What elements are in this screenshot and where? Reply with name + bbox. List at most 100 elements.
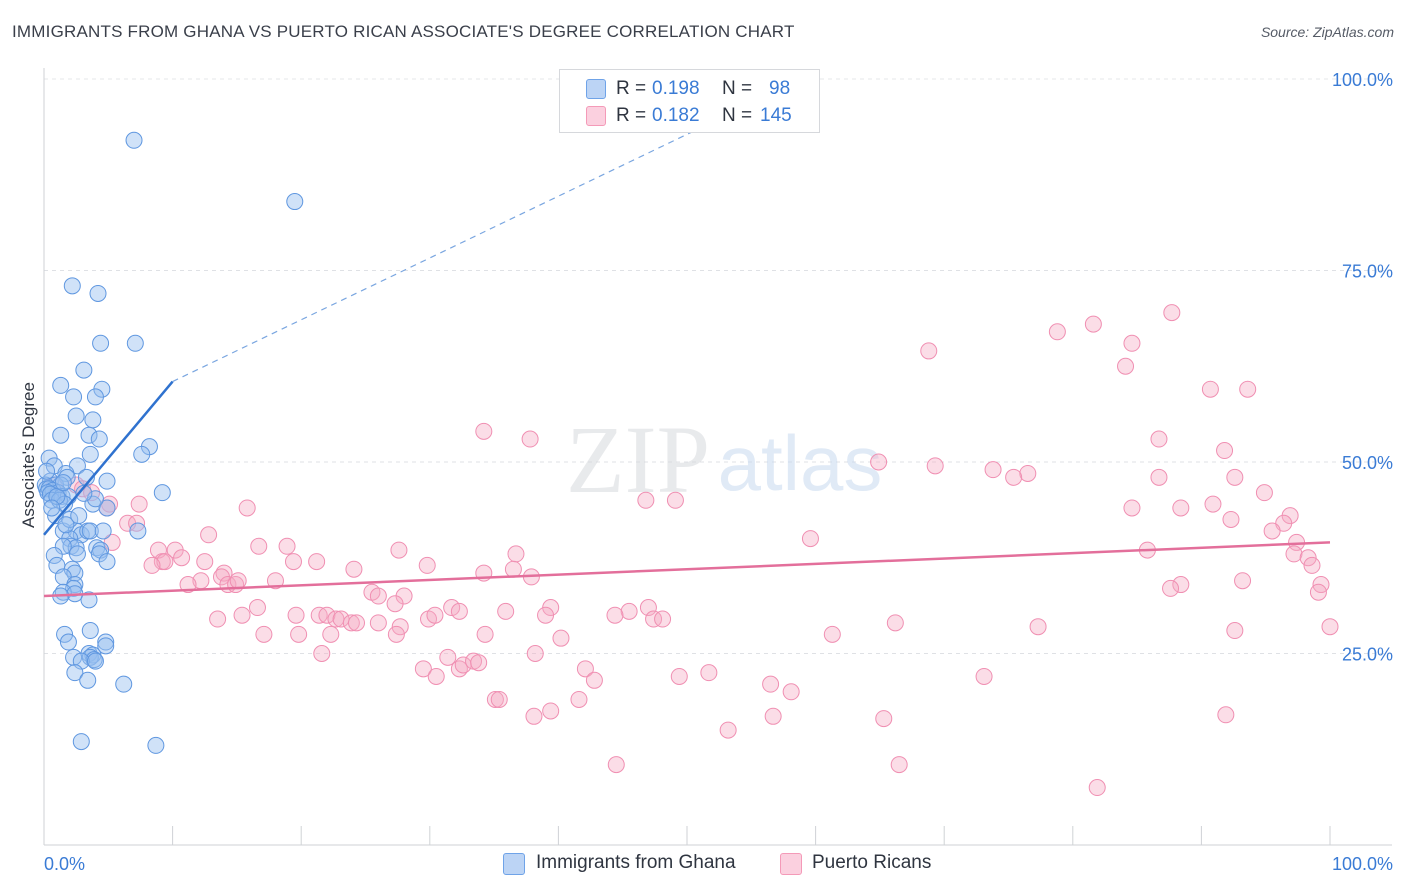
data-point-ghana [86, 652, 104, 670]
correlation-legend: R = 0.198 N = 98 R = 0.182 N = 145 [559, 69, 820, 133]
data-point-puerto-ricans [1150, 468, 1168, 486]
source-label: Source: ZipAtlas.com [1260, 24, 1394, 40]
data-point-ghana [65, 648, 83, 666]
data-point-puerto-ricans [1088, 779, 1106, 797]
bottom-legend-label-ghana: Immigrants from Ghana [536, 852, 736, 873]
data-point-ghana [89, 284, 107, 302]
data-point-puerto-ricans [1255, 484, 1273, 502]
data-point-ghana [52, 426, 70, 444]
data-point-puerto-ricans [1299, 549, 1317, 567]
data-point-ghana [147, 736, 165, 754]
data-point-puerto-ricans [1019, 464, 1037, 482]
data-point-ghana [65, 388, 83, 406]
legend-row-puerto-ricans: R = 0.182 N = 145 [560, 102, 819, 129]
legend-swatch-ghana [586, 79, 606, 99]
data-point-puerto-ricans [200, 526, 218, 544]
data-point-puerto-ricans [1123, 334, 1141, 352]
data-point-ghana [79, 671, 97, 689]
data-point-puerto-ricans [369, 587, 387, 605]
data-point-puerto-ricans [782, 683, 800, 701]
data-point-puerto-ricans [926, 457, 944, 475]
data-point-puerto-ricans [700, 664, 718, 682]
data-point-puerto-ricans [1172, 576, 1190, 594]
data-point-puerto-ricans [287, 606, 305, 624]
data-point-puerto-ricans [196, 553, 214, 571]
data-point-puerto-ricans [1226, 468, 1244, 486]
data-point-ghana [98, 553, 116, 571]
data-point-puerto-ricans [1263, 522, 1281, 540]
data-point-puerto-ricans [1162, 579, 1180, 597]
series-puerto-ricans [45, 304, 1339, 797]
x-tick-label-min: 0.0% [44, 854, 85, 874]
data-point-puerto-ricans [576, 660, 594, 678]
data-point-ghana [75, 361, 93, 379]
data-point-ghana [86, 388, 104, 406]
data-point-puerto-ricans [1222, 510, 1240, 528]
axes [43, 68, 1392, 846]
legend-r-value-puerto-ricans: 0.182 [652, 105, 700, 126]
bottom-legend-label-puerto-ricans: Puerto Ricans [812, 852, 932, 873]
chart-title: IMMIGRANTS FROM GHANA VS PUERTO RICAN AS… [12, 22, 795, 41]
data-point-puerto-ricans [322, 625, 340, 643]
legend-r-value-ghana: 0.198 [652, 78, 700, 99]
data-point-puerto-ricans [369, 614, 387, 632]
data-point-ghana [286, 193, 304, 211]
y-tick-label: 75.0% [1342, 262, 1393, 282]
data-point-puerto-ricans [1321, 618, 1339, 636]
data-point-puerto-ricans [1216, 442, 1234, 460]
data-point-ghana [81, 522, 99, 540]
data-point-puerto-ricans [1201, 380, 1219, 398]
data-point-ghana [97, 633, 115, 651]
data-point-puerto-ricans [209, 610, 227, 628]
y-tick-label: 25.0% [1342, 645, 1393, 665]
data-point-puerto-ricans [173, 549, 191, 567]
data-point-puerto-ricans [1234, 572, 1252, 590]
data-point-ghana [129, 522, 147, 540]
tick-labels: 25.0% 50.0% 75.0% 100.0% 0.0% 100.0% [44, 70, 1393, 874]
data-point-ghana [67, 539, 85, 557]
data-point-puerto-ricans [390, 541, 408, 559]
data-point-puerto-ricans [1204, 495, 1222, 513]
data-point-puerto-ricans [606, 606, 624, 624]
data-point-puerto-ricans [975, 667, 993, 685]
data-point-ghana [38, 462, 56, 480]
data-point-puerto-ricans [645, 610, 663, 628]
data-point-puerto-ricans [504, 560, 522, 578]
legend-row-ghana: R = 0.198 N = 98 [560, 75, 819, 102]
data-point-puerto-ricans [507, 545, 525, 563]
data-point-ghana [56, 625, 74, 643]
data-point-ghana [94, 522, 112, 540]
data-point-puerto-ricans [670, 667, 688, 685]
data-point-puerto-ricans [443, 599, 461, 617]
data-point-puerto-ricans [764, 707, 782, 725]
data-point-puerto-ricans [1005, 468, 1023, 486]
data-point-puerto-ricans [179, 576, 197, 594]
data-point-ghana [52, 376, 70, 394]
data-point-puerto-ricans [387, 625, 405, 643]
data-point-puerto-ricans [250, 537, 268, 555]
watermark-zip: ZIP [566, 406, 710, 513]
data-point-puerto-ricans [238, 499, 256, 517]
data-point-puerto-ricans [490, 690, 508, 708]
x-tick-label-max: 100.0% [1332, 854, 1393, 874]
data-point-ghana [63, 277, 81, 295]
data-point-puerto-ricans [386, 595, 404, 613]
data-point-puerto-ricans [470, 654, 488, 672]
trend-lines [43, 109, 1331, 598]
data-point-ghana [54, 537, 72, 555]
data-point-ghana [98, 472, 116, 490]
data-point-puerto-ricans [476, 625, 494, 643]
data-point-puerto-ricans [426, 606, 444, 624]
data-point-puerto-ricans [762, 675, 780, 693]
data-point-ghana [67, 407, 85, 425]
data-point-puerto-ricans [143, 556, 161, 574]
data-point-ghana [125, 131, 143, 149]
data-point-ghana [72, 733, 90, 751]
data-point-puerto-ricans [526, 645, 544, 662]
data-point-puerto-ricans [637, 491, 655, 509]
legend-n-label: N = [722, 105, 753, 126]
data-point-puerto-ricans [1303, 556, 1321, 574]
data-point-ghana [115, 675, 133, 693]
bottom-legend-swatch-ghana [503, 853, 525, 875]
